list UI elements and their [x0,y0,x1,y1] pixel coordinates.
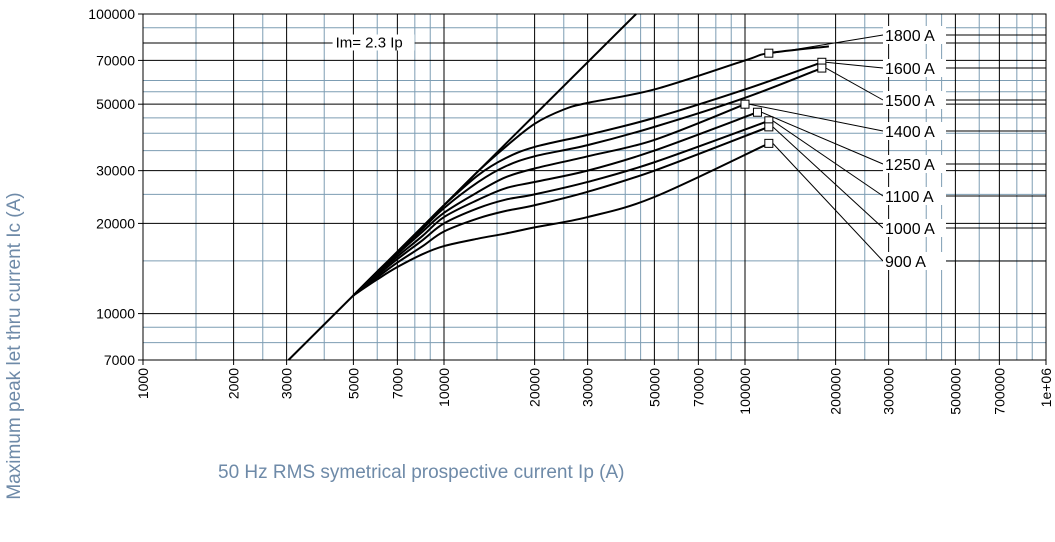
series-label-background [883,59,946,77]
series-leader-lines [748,34,884,262]
leader-line [772,126,884,229]
series-line-900-A [352,142,770,297]
tick-labels: 7000 10000 20000 30000 50000 70000 100000 1000 2… [88,6,1054,415]
series-end-marker [752,107,762,117]
y-tick-label: 50000 [96,96,135,112]
series-label: 1100 A [885,189,934,206]
series-line-1500-A [352,67,823,297]
plot-border [142,13,1047,361]
x-tick-label: 500000 [947,368,963,415]
series-line-1400-A [352,103,746,297]
series-label-background [883,187,946,205]
series-label-background [883,91,946,109]
series-label-background [883,155,946,173]
series-label: 1000 A [885,221,935,238]
leader-line [772,143,884,262]
x-tick-label: 7000 [389,368,405,399]
y-axis-title: Maximum peak let thru current Ic (A) [4,192,25,500]
y-tick-label: 70000 [96,52,135,68]
leader-line [772,34,884,54]
x-axis-title: 50 Hz RMS symetrical prospective current… [218,462,625,483]
series-end-marker [817,63,827,73]
series-label: 900 A [885,254,926,271]
x-tick-label: 2000 [226,368,242,399]
reference-label-background [332,34,415,51]
x-tick-label: 1e+06 [1038,368,1054,408]
x-tick-label: 3000 [279,368,295,399]
series-label-background [883,252,946,270]
series-end-marker [764,48,774,58]
x-tick-label: 30000 [580,368,596,407]
leader-line [772,120,884,197]
x-tick-label: 200000 [828,368,844,415]
series-label-background [883,122,946,140]
series-end-marker [740,99,750,109]
plot-frame [142,13,1047,361]
x-tick-label: 1000 [135,368,151,399]
x-tick-label: 700000 [991,368,1007,415]
x-tick-label: 300000 [881,368,897,415]
y-tick-label: 30000 [96,163,135,179]
series-end-marker [764,138,774,148]
series-line-1100-A [352,119,770,297]
reference-line-label: Im= 2.3 Ip [336,34,403,51]
leader-line [748,103,884,132]
series-label: 1500 A [885,93,935,110]
series-line-1250-A [352,111,758,297]
series-label: 1600 A [885,61,935,78]
y-tick-label: 20000 [96,215,135,231]
series-label-background [883,219,946,237]
series-lines [352,45,830,297]
series-end-marker [764,122,774,132]
series-labels: 1800 A 1600 A 1500 A 1400 A 1250 A 1100 A 1000… [883,26,1046,271]
y-tick-label: 7000 [104,352,135,368]
leader-line [825,61,884,69]
leader-line [825,67,884,101]
x-tick-label: 20000 [527,368,543,407]
x-tick-label: 100000 [737,368,753,415]
x-tick-label: 50000 [646,368,662,407]
series-line-1000-A [352,125,770,297]
x-tick-label: 70000 [690,368,706,407]
leader-line [761,111,884,165]
series-label: 1250 A [885,157,935,174]
y-tick-label: 100000 [88,6,135,22]
x-tick-label: 5000 [345,368,361,399]
series-label: 1400 A [885,124,935,141]
series-label-background [883,26,946,44]
x-tick-label: 10000 [436,368,452,407]
y-tick-label: 10000 [96,306,135,322]
series-label: 1800 A [885,28,935,45]
